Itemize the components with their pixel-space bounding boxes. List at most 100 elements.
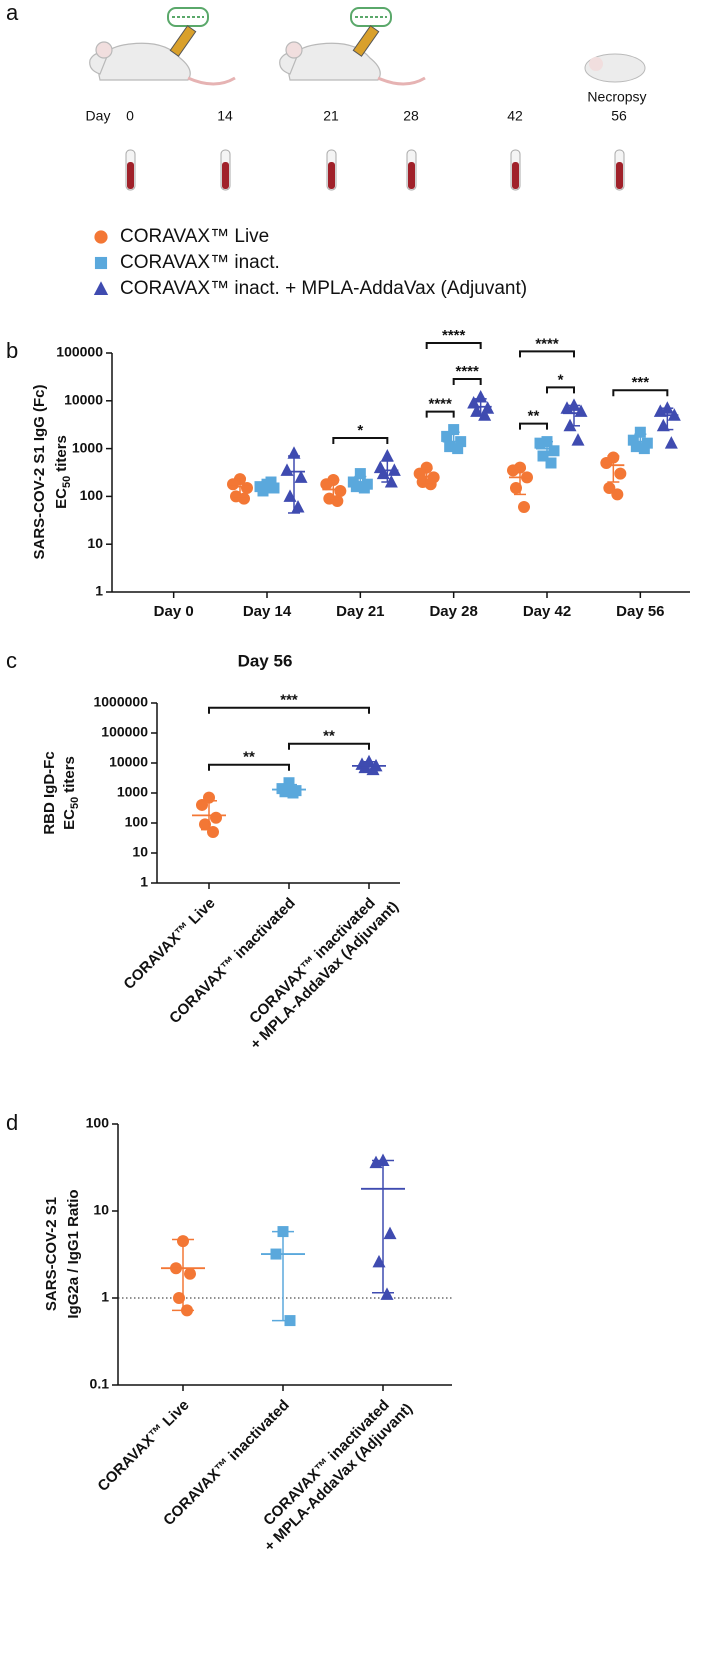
point	[534, 437, 546, 449]
point	[545, 457, 557, 469]
x-tick-label: CORAVAX™ Live	[94, 1397, 192, 1495]
point	[448, 424, 460, 436]
day-number: 42	[507, 108, 523, 124]
point	[507, 464, 519, 477]
y-tick-label: 1000000	[93, 694, 148, 710]
significance-bar	[332, 437, 389, 445]
point	[294, 470, 308, 483]
panel-label: c	[6, 648, 17, 673]
y-tick-label: 1000	[72, 439, 103, 455]
significance-bar	[519, 422, 548, 430]
significance-label: *	[357, 422, 363, 439]
label-part: titers	[61, 756, 78, 793]
y-axis-label: SARS-COV-2 S1	[43, 1197, 60, 1311]
y-tick-label: 100000	[56, 344, 103, 360]
point	[627, 434, 639, 446]
blood	[512, 162, 519, 189]
point	[350, 481, 362, 493]
x-tick-label: Day 0	[154, 603, 194, 620]
label-subscript: 50	[61, 476, 73, 488]
day-number: 56	[611, 108, 627, 124]
significance-bar	[612, 389, 669, 397]
label-part: EC	[53, 488, 70, 509]
point	[280, 463, 294, 476]
point	[630, 441, 642, 453]
point	[227, 478, 239, 491]
x-tick-label: Day 56	[616, 603, 664, 620]
y-tick-label: 100000	[101, 724, 148, 740]
x-tick-label: Day 14	[243, 603, 292, 620]
syringe	[167, 7, 209, 57]
y-axis-label: EC50 titers	[61, 756, 81, 830]
label-part: titers	[53, 435, 70, 472]
mouse	[89, 41, 236, 86]
label-line: CORAVAX™ Live	[94, 1397, 192, 1495]
point	[210, 811, 222, 824]
point	[380, 1287, 394, 1300]
necropsy-label: Necropsy	[587, 89, 646, 105]
point	[94, 256, 108, 270]
point	[380, 449, 394, 462]
point	[611, 488, 624, 501]
chart-title: Day 56	[238, 651, 293, 670]
point	[510, 481, 522, 494]
y-axis-label: EC50 titers	[53, 435, 73, 509]
significance-label: *	[558, 371, 564, 388]
x-tick-label: Day 21	[336, 603, 384, 620]
point	[94, 230, 108, 244]
day-number: 0	[126, 108, 134, 124]
point	[571, 433, 585, 446]
y-tick-label: 10	[132, 844, 148, 860]
significance-bar	[452, 378, 482, 386]
point	[537, 450, 549, 462]
significance-bar	[425, 342, 482, 350]
y-tick-label: 100	[80, 487, 104, 503]
significance-label: ***	[280, 692, 298, 709]
blood	[408, 162, 415, 189]
significance-label: ****	[535, 335, 559, 352]
sleeping-mouse	[584, 53, 646, 83]
significance-bar	[288, 742, 370, 750]
point	[548, 445, 560, 457]
label-part: EC	[61, 809, 78, 830]
point	[441, 430, 453, 442]
point	[664, 436, 678, 449]
x-tick-label: CORAVAX™ inactivated+ MPLA-AddaVax (Adju…	[234, 885, 402, 1053]
point	[383, 1226, 397, 1240]
significance-bar	[208, 763, 290, 771]
point	[283, 777, 295, 789]
point	[238, 492, 250, 505]
point	[241, 481, 253, 494]
y-axis-label: IgG2a / IgG1 Ratio	[65, 1189, 82, 1318]
point	[279, 786, 291, 798]
legend-label: CORAVAX™ Live	[120, 226, 269, 247]
panel-label: d	[6, 1110, 18, 1135]
point	[369, 1155, 383, 1169]
day-number: 21	[323, 108, 339, 124]
point	[184, 1267, 196, 1280]
significance-label: **	[243, 749, 255, 766]
y-tick-label: 10	[93, 1202, 109, 1218]
y-tick-label: 100	[125, 814, 149, 830]
point	[320, 478, 333, 491]
blood	[328, 162, 335, 189]
x-tick-label: Day 28	[429, 603, 477, 620]
significance-bar	[208, 706, 370, 714]
day-label: Day	[86, 108, 111, 124]
mouse	[279, 41, 426, 86]
y-tick-label: 1000	[117, 784, 148, 800]
point	[173, 1292, 185, 1304]
panel-label: a	[6, 0, 19, 25]
y-tick-label: 10000	[64, 392, 103, 408]
y-axis-label: SARS-COV-2 S1 IgG (Fc)	[31, 384, 48, 559]
point	[196, 798, 208, 811]
day-number: 28	[403, 108, 419, 124]
label-subscript: 50	[69, 797, 81, 809]
significance-bar	[425, 410, 455, 418]
blood	[222, 162, 229, 189]
point	[199, 818, 211, 831]
point	[614, 467, 627, 480]
point	[600, 456, 613, 469]
